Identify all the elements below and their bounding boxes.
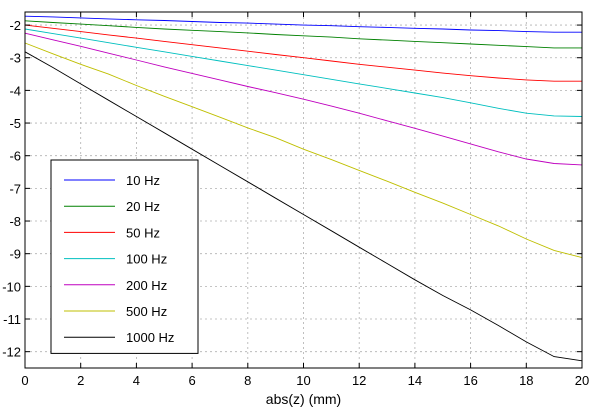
y-tick-label: -7: [9, 181, 21, 196]
y-tick-label: -11: [3, 312, 21, 327]
x-axis-label: abs(z) (mm): [266, 391, 341, 407]
series-line: [24, 24, 582, 82]
legend-label: 10 Hz: [126, 173, 160, 188]
legend-label: 1000 Hz: [126, 330, 174, 345]
x-tick-label: 0: [21, 373, 28, 388]
series-line: [24, 20, 582, 49]
y-tick-label: -10: [2, 279, 21, 294]
legend-label: 500 Hz: [126, 304, 167, 319]
series-line: [24, 28, 583, 117]
x-axis-ticks: 0 2 4 6 8 10 12 14 16 18 20: [21, 12, 589, 388]
x-tick-label: 14: [408, 373, 422, 388]
x-tick-label: 4: [133, 373, 140, 388]
y-tick-label: -9: [9, 247, 21, 262]
legend-box: [50, 159, 199, 354]
x-tick-label: 18: [519, 373, 533, 388]
x-tick-label: 8: [244, 373, 251, 388]
y-tick-label: -3: [9, 51, 21, 66]
y-tick-label: -5: [9, 116, 21, 131]
y-tick-label: -4: [9, 83, 21, 98]
x-tick-label: 16: [463, 373, 477, 388]
data-series: [24, 15, 583, 362]
y-tick-label: -6: [9, 149, 21, 164]
legend-label: 20 Hz: [126, 199, 160, 214]
legend: 10 Hz 20 Hz 50 Hz 100 Hz 200 Hz 500 Hz 1000 Hz: [50, 159, 199, 354]
x-tick-label: 12: [352, 373, 366, 388]
x-tick-label: 6: [188, 373, 195, 388]
legend-label: 100 Hz: [126, 252, 167, 267]
legend-label: 50 Hz: [126, 225, 160, 240]
series-line: [24, 15, 582, 33]
legend-label: 200 Hz: [126, 278, 167, 293]
series-line: [24, 32, 583, 166]
series-line: [24, 51, 583, 362]
x-tick-label: 20: [575, 373, 589, 388]
y-tick-label: -12: [2, 345, 21, 360]
y-tick-label: -2: [9, 18, 21, 33]
y-tick-label: -8: [9, 214, 21, 229]
x-tick-label: 2: [77, 373, 84, 388]
y-axis-ticks: -2 -3 -4 -5 -6 -7 -8 -9 -10 -11 -12: [2, 18, 582, 360]
x-tick-label: 10: [296, 373, 310, 388]
series-line: [24, 42, 583, 259]
